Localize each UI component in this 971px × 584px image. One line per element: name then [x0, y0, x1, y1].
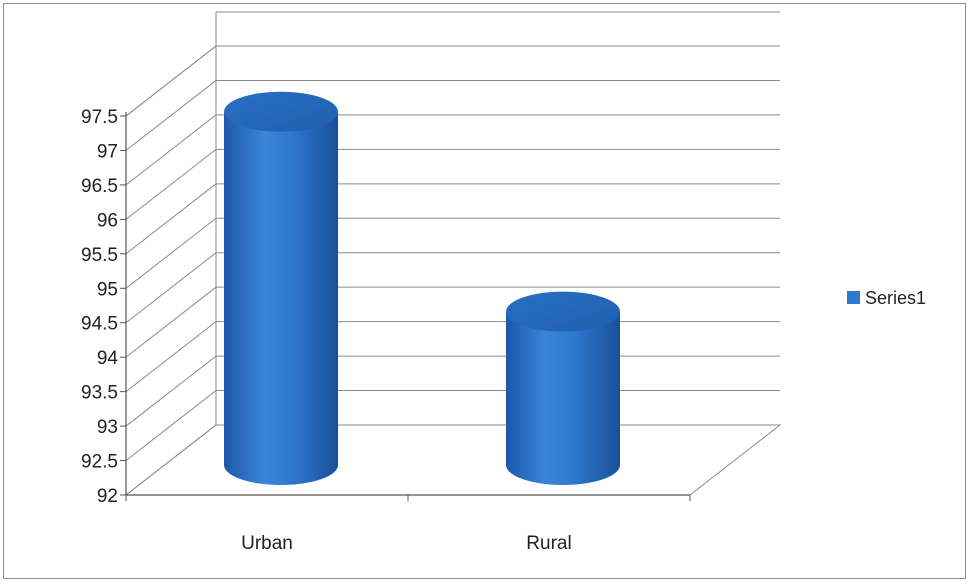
gridline-side — [125, 183, 217, 255]
y-tick-labels: 92 92.5 93 93.5 94 94.5 95 95.5 96 96.5 97 97.5 — [81, 107, 118, 507]
gridline-side — [125, 286, 217, 358]
cylinder-body — [506, 311, 620, 485]
y-tick-label: 92.5 — [81, 452, 118, 473]
y-tick-label: 94.5 — [81, 314, 118, 335]
y-tick-label: 94 — [97, 348, 119, 369]
gridline-side — [125, 80, 217, 151]
bars — [224, 91, 620, 486]
cylinder-top — [224, 91, 338, 132]
axes — [120, 112, 691, 501]
legend-label: Series1 — [865, 288, 926, 308]
gridline-side — [125, 321, 217, 393]
bar-urban — [224, 91, 338, 486]
bar-rural — [506, 291, 620, 485]
legend-swatch — [847, 291, 860, 304]
gridline-side — [125, 148, 217, 220]
y-tick-label: 95.5 — [81, 245, 118, 266]
y-tick-label: 92 — [97, 486, 118, 507]
gridline-side — [125, 252, 217, 324]
legend[interactable]: Series1 — [847, 288, 926, 308]
chart-frame: 92 92.5 93 93.5 94 94.5 95 95.5 96 96.5 97 97.5 Urb… — [3, 3, 966, 579]
y-tick-label: 96 — [97, 210, 118, 231]
cylinder-body — [224, 111, 338, 486]
gridline-side — [125, 390, 217, 461]
gridline-side — [125, 217, 217, 289]
gridline-side — [125, 114, 217, 186]
y-tick-label: 97.5 — [81, 107, 118, 128]
gridline-side — [125, 45, 217, 117]
x-category-label: Rural — [526, 533, 571, 554]
chart-canvas: 92 92.5 93 93.5 94 94.5 95 95.5 96 96.5 97 97.5 Urb… — [81, 11, 926, 554]
y-tick-label: 95 — [97, 279, 118, 300]
y-tick-label: 96.5 — [81, 176, 118, 197]
y-tick-label: 93.5 — [81, 383, 118, 404]
x-category-label: Urban — [241, 533, 293, 554]
y-tick-label: 93 — [97, 417, 118, 438]
cylinder-top — [506, 291, 620, 332]
gridline-side — [125, 355, 217, 427]
y-tick-label: 97 — [97, 141, 118, 162]
side-wall — [125, 44, 217, 497]
x-tick-labels: Urban Rural — [241, 533, 572, 554]
